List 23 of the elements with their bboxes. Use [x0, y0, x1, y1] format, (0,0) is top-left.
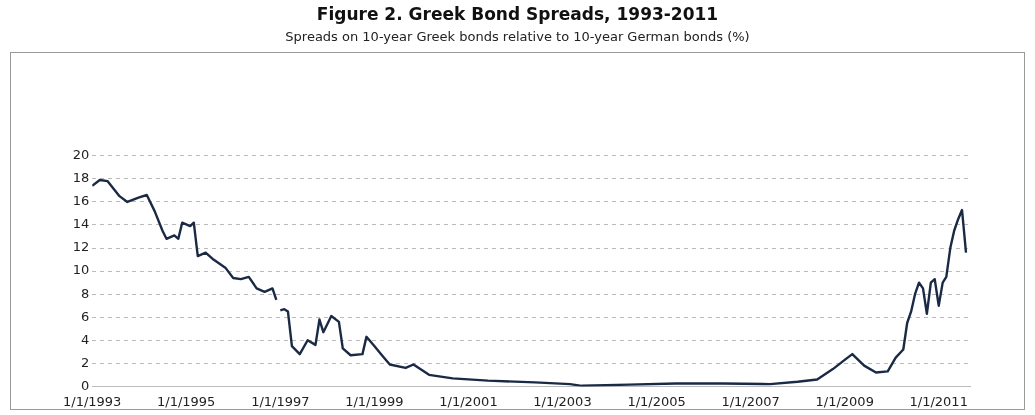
- y-tick-label: 8: [80, 285, 90, 301]
- x-tick-label: 1/1/2007: [721, 393, 780, 409]
- x-tick-label: 1/1/1999: [345, 393, 404, 409]
- y-tick-label: 10: [72, 262, 90, 278]
- chart-title: Figure 2. Greek Bond Spreads, 1993-2011: [315, 4, 720, 24]
- y-tick-label: 0: [80, 377, 90, 393]
- y-tick-label: 4: [80, 331, 90, 347]
- x-tick-label: 1/1/2009: [815, 393, 874, 409]
- y-tick-label: 18: [72, 170, 90, 186]
- y-tick-label: 20: [72, 147, 90, 163]
- y-tick-label: 2: [80, 354, 90, 370]
- y-tick-label: 12: [72, 239, 90, 255]
- x-tick-label: 1/1/1997: [251, 393, 310, 409]
- x-tick-label: 1/1/2005: [627, 393, 686, 409]
- y-tick-label: 16: [72, 193, 90, 209]
- x-tick-label: 1/1/1993: [63, 393, 122, 409]
- y-tick-label: 14: [72, 216, 90, 232]
- x-tick-label: 1/1/2011: [909, 393, 968, 409]
- x-tick-label: 1/1/2001: [439, 393, 498, 409]
- chart-subtitle: Spreads on 10-year Greek bonds relative to 10-year German bonds (%): [284, 29, 751, 44]
- y-tick-label: 6: [80, 308, 90, 324]
- x-tick-label: 1/1/2003: [533, 393, 592, 409]
- x-tick-label: 1/1/1995: [157, 393, 216, 409]
